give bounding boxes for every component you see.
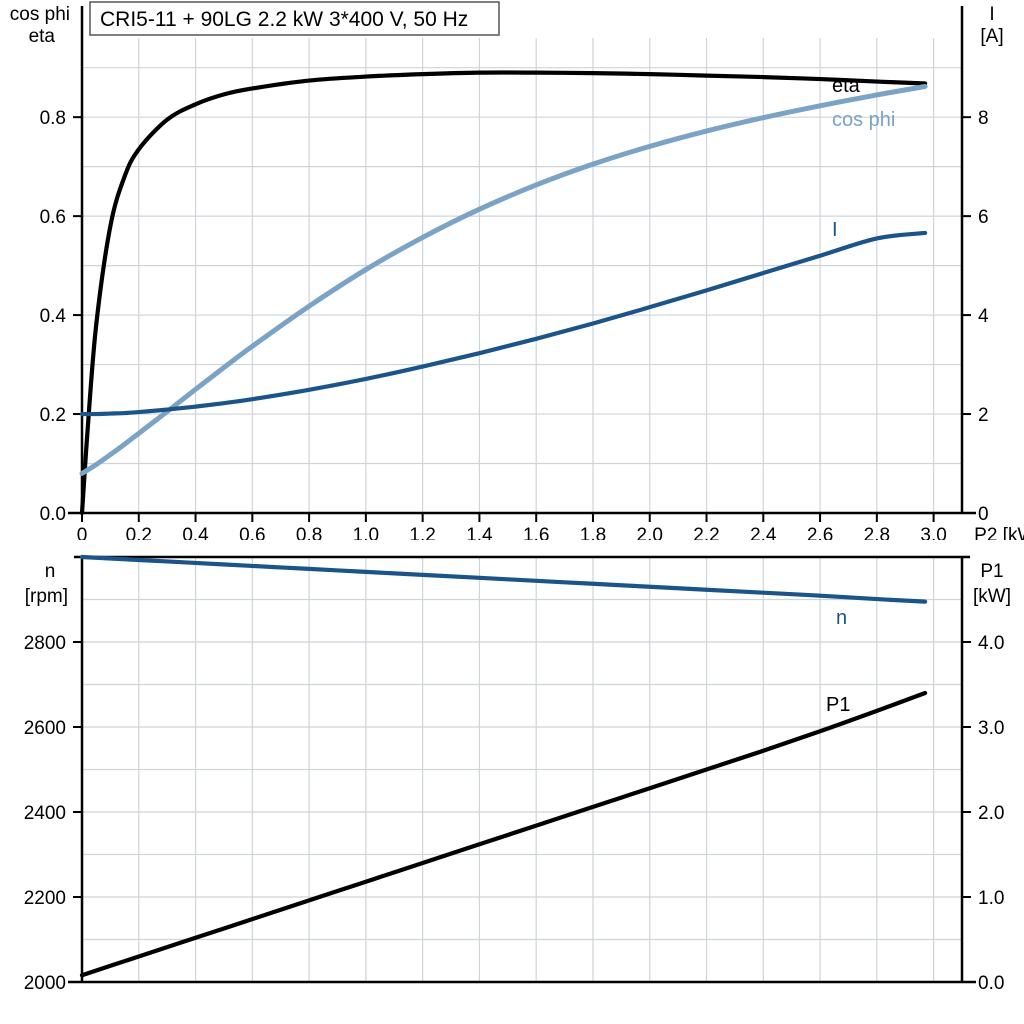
left-tick-label: 0.2: [40, 405, 66, 426]
right-tick-label: 1.0: [978, 888, 1004, 909]
curve-cos-phi: [79, 83, 928, 476]
left-axis-title-line2: [rpm]: [25, 586, 68, 607]
right-tick-label: 6: [978, 207, 989, 228]
x-tick-label: 1.4: [466, 525, 493, 540]
x-tick-label: 1.2: [409, 525, 435, 540]
left-tick-label: 0.0: [40, 504, 66, 525]
x-tick-label: 2.6: [807, 525, 833, 540]
right-axis-title-line1: I: [989, 4, 994, 25]
right-axis-title-line2: [A]: [980, 26, 1003, 47]
left-tick-label: 0.8: [40, 108, 66, 129]
left-tick-label: 0.6: [40, 207, 66, 228]
right-tick-label: 2: [978, 405, 989, 426]
x-tick-label: 2.0: [637, 525, 663, 540]
curve-I: [79, 230, 928, 417]
bottom-chart-content: 2000 2200 2400 2600 2800 0.0 1.0 2.0 3.0 4.0 n [rpm…: [24, 554, 1011, 994]
curve-P1: [79, 690, 928, 978]
right-tick-label: 0.0: [978, 973, 1004, 994]
curve-label-current: I: [832, 219, 838, 241]
curve-label-cos-phi: cos phi: [832, 109, 895, 131]
chart-title: CRI5-11 + 90LG 2.2 kW 3*400 V, 50 Hz: [100, 8, 468, 31]
x-tick-label: 0.8: [296, 525, 322, 540]
right-tick-label: 3.0: [978, 718, 1004, 739]
x-axis-title: P2 [kW]: [974, 525, 1024, 540]
x-tick-label: 1.6: [523, 525, 549, 540]
curve-label-eta: eta: [832, 75, 861, 97]
title-box: [89, 1, 500, 36]
curve-label-p1: P1: [826, 694, 850, 716]
x-tick-label: 0.2: [126, 525, 152, 540]
left-tick-label: 2600: [24, 718, 66, 739]
curve-label-speed: n: [836, 607, 847, 629]
left-axis-title-line1: cos phi: [10, 4, 70, 25]
x-tick-label: 0.6: [239, 525, 265, 540]
x-tick-label: 1.0: [353, 525, 379, 540]
x-tick-label: 1.8: [580, 525, 606, 540]
left-tick-label: 0.4: [40, 306, 67, 327]
curve-n: [79, 554, 928, 604]
left-tick-label: 2800: [24, 633, 66, 654]
bottom-chart-svg: 2000 2200 2400 2600 2800 0.0 1.0 2.0 3.0 4.0 n [rpm…: [24, 554, 1011, 994]
bottom-chart-panel: 2000 2200 2400 2600 2800 0.0 1.0 2.0 3.0 4.0 n [rpm…: [0, 545, 1024, 1024]
top-chart-content: 0.0 0.2 0.4 0.6 0.8 0 2 4 6 8 0 0.2 0.4 0.6 0.8 1.0 1.2 1…: [10, 1, 1024, 540]
x-tick-label: 0: [77, 525, 88, 540]
x-tick-label: 2.2: [693, 525, 719, 540]
right-tick-label: 4.0: [978, 633, 1004, 654]
top-chart-panel: 0.0 0.2 0.4 0.6 0.8 0 2 4 6 8 0 0.2 0.4 0.6 0.8 1.0 1.2 1…: [10, 1, 1024, 540]
right-tick-label: 0: [978, 504, 989, 525]
right-tick-label: 2.0: [978, 803, 1004, 824]
right-axis-title-line2: [kW]: [973, 586, 1011, 607]
top-chart-svg: 0.0 0.2 0.4 0.6 0.8 0 2 4 6 8 0 0.2 0.4 0.6 0.8 1.0 1.2 1…: [10, 1, 1024, 540]
left-tick-label: 2200: [24, 888, 66, 909]
left-tick-label: 2400: [24, 803, 66, 824]
curve-eta: [79, 70, 928, 516]
left-axis-title-line1: n: [45, 561, 56, 582]
right-tick-label: 8: [978, 108, 989, 129]
right-axis-title-line1: P1: [980, 561, 1003, 582]
left-tick-label: 2000: [24, 973, 66, 994]
x-tick-label: 3.0: [920, 525, 946, 540]
left-axis-title-line2: eta: [29, 26, 56, 47]
right-tick-label: 4: [978, 306, 989, 327]
x-tick-label: 2.8: [864, 525, 890, 540]
x-tick-label: 0.4: [182, 525, 209, 540]
x-tick-label: 2.4: [750, 525, 777, 540]
